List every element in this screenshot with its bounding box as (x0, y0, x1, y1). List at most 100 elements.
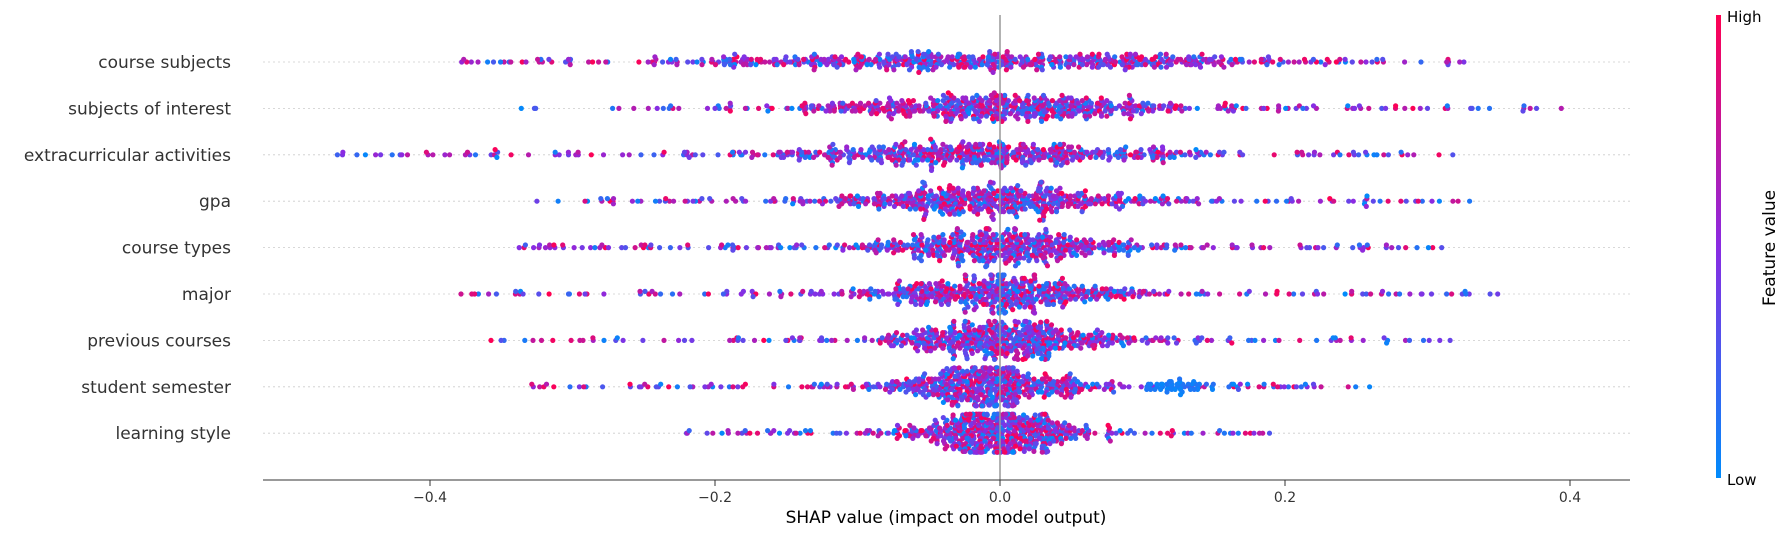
shap-point (1357, 103, 1362, 108)
shap-point (891, 111, 896, 116)
shap-point (676, 338, 681, 343)
shap-point (955, 403, 960, 408)
shap-point (1418, 106, 1423, 111)
shap-point (1080, 284, 1085, 289)
shap-point (719, 242, 724, 247)
shap-point (889, 116, 894, 121)
shap-point (605, 196, 610, 201)
shap-point (1158, 52, 1163, 57)
shap-point (1105, 297, 1110, 302)
shap-point (1060, 276, 1065, 281)
shap-point (947, 65, 952, 70)
shap-point (787, 59, 792, 64)
shap-point (1036, 284, 1041, 289)
shap-point (469, 59, 474, 64)
shap-point (963, 310, 968, 315)
shap-point (893, 286, 898, 291)
shap-point (1074, 253, 1079, 258)
shap-point (974, 403, 979, 408)
shap-point (1243, 431, 1248, 436)
shap-point (982, 356, 987, 361)
shap-point (948, 348, 953, 353)
shap-point (1476, 106, 1481, 111)
shap-point (895, 338, 900, 343)
shap-point (576, 150, 581, 155)
shap-point (776, 150, 781, 155)
shap-point (813, 291, 818, 296)
shap-point (1056, 232, 1061, 237)
shap-point (1403, 245, 1408, 250)
shap-point (1208, 152, 1213, 157)
shap-point (509, 152, 514, 157)
shap-point (851, 147, 856, 152)
shap-point (1137, 294, 1142, 299)
shap-point (877, 144, 882, 149)
shap-point (872, 248, 877, 253)
shap-point (1267, 245, 1272, 250)
shap-point (1032, 272, 1037, 277)
shap-point (971, 116, 976, 121)
shap-point (1018, 188, 1023, 193)
shap-point (1059, 93, 1064, 98)
shap-point (1191, 199, 1196, 204)
shap-point (1257, 384, 1262, 389)
shap-point (1402, 106, 1407, 111)
shap-point (1038, 320, 1043, 325)
shap-point (1113, 59, 1118, 64)
shap-point (1140, 338, 1145, 343)
shap-point (953, 297, 958, 302)
shap-point (1096, 52, 1101, 57)
shap-point (741, 338, 746, 343)
shap-point (913, 392, 918, 397)
shap-point (849, 294, 854, 299)
shap-point (800, 201, 805, 206)
shap-point (970, 351, 975, 356)
shap-point (943, 119, 948, 124)
shap-point (1148, 382, 1153, 387)
shap-point (1094, 297, 1099, 302)
shap-point (1036, 325, 1041, 330)
shap-point (737, 150, 742, 155)
shap-point (1057, 54, 1062, 59)
shap-point (1204, 382, 1209, 387)
shap-point (707, 196, 712, 201)
shap-point (1013, 278, 1018, 283)
shap-point (1082, 299, 1087, 304)
shap-point (354, 152, 359, 157)
shap-point (690, 199, 695, 204)
shap-point (689, 338, 694, 343)
shap-point (800, 289, 805, 294)
shap-point (907, 67, 912, 72)
shap-point (938, 371, 943, 376)
shap-point (566, 150, 571, 155)
shap-point (835, 65, 840, 70)
shap-point (900, 333, 905, 338)
shap-point (1088, 333, 1093, 338)
shap-point (933, 144, 938, 149)
shap-point (447, 152, 452, 157)
shap-point (646, 106, 651, 111)
shap-point (901, 111, 906, 116)
shap-point (1125, 335, 1130, 340)
shap-point (777, 289, 782, 294)
shap-point (537, 242, 542, 247)
shap-point (1393, 103, 1398, 108)
shap-point (869, 111, 874, 116)
shap-point (860, 242, 865, 247)
shap-point (992, 90, 997, 95)
shap-point (1178, 392, 1183, 397)
shap-point (1074, 237, 1079, 242)
shap-point (640, 338, 645, 343)
shap-point (1062, 232, 1067, 237)
shap-point (1145, 101, 1150, 106)
shap-point (1160, 144, 1165, 149)
shap-point (1439, 245, 1444, 250)
shap-point (1108, 108, 1113, 113)
shap-point (951, 356, 956, 361)
shap-point (577, 291, 582, 296)
shap-point (1331, 199, 1336, 204)
shap-point (1407, 291, 1412, 296)
shap-point (1023, 163, 1028, 168)
shap-point (881, 59, 886, 64)
shap-point (905, 242, 910, 247)
